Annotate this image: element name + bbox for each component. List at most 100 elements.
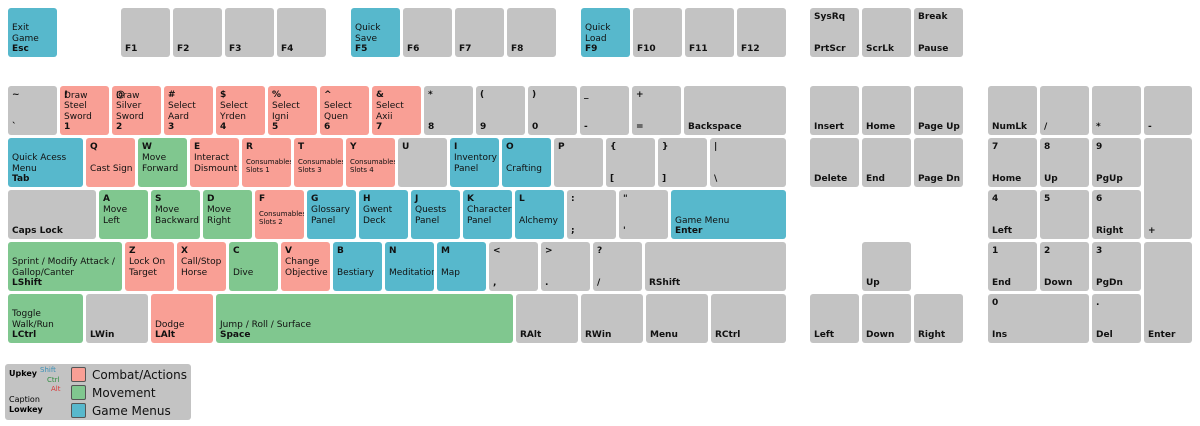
key-b[interactable]: B Bestiary bbox=[333, 242, 382, 291]
key-f8[interactable]: F8 bbox=[507, 8, 556, 57]
key-num-7[interactable]: 7 Home bbox=[988, 138, 1037, 187]
key-comma[interactable]: <, bbox=[489, 242, 538, 291]
key-c[interactable]: C Dive bbox=[229, 242, 278, 291]
key-6[interactable]: ^ Select Quen 6 bbox=[320, 86, 369, 135]
key-f1[interactable]: F1 bbox=[121, 8, 170, 57]
key-delete[interactable]: Delete bbox=[810, 138, 859, 187]
key-enter[interactable]: Game Menu Enter bbox=[671, 190, 786, 239]
key-esc[interactable]: Exit Game Esc bbox=[8, 8, 57, 57]
key-rctrl[interactable]: RCtrl bbox=[711, 294, 786, 343]
key-f[interactable]: F Consumables Slots 2 bbox=[255, 190, 304, 239]
key-3[interactable]: # Select Aard 3 bbox=[164, 86, 213, 135]
key-backtick[interactable]: ~ ` bbox=[8, 86, 57, 135]
key-backslash[interactable]: | \ bbox=[710, 138, 786, 187]
key-5[interactable]: % Select Igni 5 bbox=[268, 86, 317, 135]
key-z[interactable]: Z Lock On Target bbox=[125, 242, 174, 291]
key-backspace[interactable]: Backspace bbox=[684, 86, 786, 135]
key-t[interactable]: T Consumables Slots 3 bbox=[294, 138, 343, 187]
key-g[interactable]: G Glossary Panel bbox=[307, 190, 356, 239]
key-f2[interactable]: F2 bbox=[173, 8, 222, 57]
key-num-8[interactable]: 8 Up bbox=[1040, 138, 1089, 187]
key-pause[interactable]: Break Pause bbox=[914, 8, 963, 57]
key-scrlk[interactable]: ScrLk bbox=[862, 8, 911, 57]
key-p[interactable]: P bbox=[554, 138, 603, 187]
key-4[interactable]: $ Select Yrden 4 bbox=[216, 86, 265, 135]
key-right[interactable]: Right bbox=[914, 294, 963, 343]
key-num-5[interactable]: 5 bbox=[1040, 190, 1089, 239]
key-f10[interactable]: F10 bbox=[633, 8, 682, 57]
key-1[interactable]: ! Draw Steel Sword 1 bbox=[60, 86, 109, 135]
key-d[interactable]: D Move Right bbox=[203, 190, 252, 239]
key-home[interactable]: Home bbox=[862, 86, 911, 135]
key-8[interactable]: * 8 bbox=[424, 86, 473, 135]
key-down[interactable]: Down bbox=[862, 294, 911, 343]
key-f3[interactable]: F3 bbox=[225, 8, 274, 57]
key-a[interactable]: A Move Left bbox=[99, 190, 148, 239]
key-lwin[interactable]: LWin bbox=[86, 294, 148, 343]
key-num-multiply[interactable]: * bbox=[1092, 86, 1141, 135]
key-lctrl[interactable]: Toggle Walk/Run LCtrl bbox=[8, 294, 83, 343]
key-quote[interactable]: " ' bbox=[619, 190, 668, 239]
key-rshift[interactable]: RShift bbox=[645, 242, 786, 291]
key-f9[interactable]: Quick Load F9 bbox=[581, 8, 630, 57]
key-r[interactable]: R Consumables Slots 1 bbox=[242, 138, 291, 187]
key-lbracket[interactable]: {[ bbox=[606, 138, 655, 187]
key-insert[interactable]: Insert bbox=[810, 86, 859, 135]
key-f4[interactable]: F4 bbox=[277, 8, 326, 57]
key-slash[interactable]: ? / bbox=[593, 242, 642, 291]
key-ralt[interactable]: RAlt bbox=[516, 294, 578, 343]
key-h[interactable]: H Gwent Deck bbox=[359, 190, 408, 239]
key-f12[interactable]: F12 bbox=[737, 8, 786, 57]
key-rwin[interactable]: RWin bbox=[581, 294, 643, 343]
key-num-plus[interactable]: + bbox=[1144, 138, 1192, 239]
key-w[interactable]: W Move Forward bbox=[138, 138, 187, 187]
key-7[interactable]: & Select Axii 7 bbox=[372, 86, 421, 135]
key-menu[interactable]: Menu bbox=[646, 294, 708, 343]
key-e[interactable]: E Interact Dismount bbox=[190, 138, 239, 187]
key-semicolon[interactable]: :; bbox=[567, 190, 616, 239]
key-num-9[interactable]: 9 PgUp bbox=[1092, 138, 1141, 187]
key-num-enter[interactable]: Enter bbox=[1144, 242, 1192, 343]
key-end[interactable]: End bbox=[862, 138, 911, 187]
key-x[interactable]: X Call/Stop Horse bbox=[177, 242, 226, 291]
key-f11[interactable]: F11 bbox=[685, 8, 734, 57]
key-numlock[interactable]: NumLk bbox=[988, 86, 1037, 135]
key-num-3[interactable]: 3 PgDn bbox=[1092, 242, 1141, 291]
key-period[interactable]: >. bbox=[541, 242, 590, 291]
key-y[interactable]: Y Consumables Slots 4 bbox=[346, 138, 395, 187]
key-l[interactable]: L Alchemy bbox=[515, 190, 564, 239]
key-num-1[interactable]: 1 End bbox=[988, 242, 1037, 291]
key-2[interactable]: @ Draw Silver Sword 2 bbox=[112, 86, 161, 135]
key-num-decimal[interactable]: . Del bbox=[1092, 294, 1141, 343]
key-q[interactable]: Q Cast Sign bbox=[86, 138, 135, 187]
key-num-divide[interactable]: / bbox=[1040, 86, 1089, 135]
key-i[interactable]: I Inventory Panel bbox=[450, 138, 499, 187]
key-k[interactable]: K Character Panel bbox=[463, 190, 512, 239]
key-f6[interactable]: F6 bbox=[403, 8, 452, 57]
key-pageup[interactable]: Page Up bbox=[914, 86, 963, 135]
key-o[interactable]: O Crafting bbox=[502, 138, 551, 187]
key-minus[interactable]: _ - bbox=[580, 86, 629, 135]
key-u[interactable]: U bbox=[398, 138, 447, 187]
key-equals[interactable]: + = bbox=[632, 86, 681, 135]
key-prtscr[interactable]: SysRq PrtScr bbox=[810, 8, 859, 57]
key-num-0[interactable]: 0 Ins bbox=[988, 294, 1089, 343]
key-lshift[interactable]: Sprint / Modify Attack / Gallop/Canter LS… bbox=[8, 242, 122, 291]
key-capslock[interactable]: Caps Lock bbox=[8, 190, 96, 239]
key-f7[interactable]: F7 bbox=[455, 8, 504, 57]
key-f5[interactable]: Quick Save F5 bbox=[351, 8, 400, 57]
key-lalt[interactable]: Dodge LAlt bbox=[151, 294, 213, 343]
key-num-4[interactable]: 4 Left bbox=[988, 190, 1037, 239]
key-rbracket[interactable]: }] bbox=[658, 138, 707, 187]
key-pagedn[interactable]: Page Dn bbox=[914, 138, 963, 187]
key-0[interactable]: ) 0 bbox=[528, 86, 577, 135]
key-s[interactable]: S Move Backward bbox=[151, 190, 200, 239]
key-left[interactable]: Left bbox=[810, 294, 859, 343]
key-num-2[interactable]: 2 Down bbox=[1040, 242, 1089, 291]
key-m[interactable]: M Map bbox=[437, 242, 486, 291]
key-space[interactable]: Jump / Roll / Surface Space bbox=[216, 294, 513, 343]
key-j[interactable]: J Quests Panel bbox=[411, 190, 460, 239]
key-tab[interactable]: Quick Acess Menu Tab bbox=[8, 138, 83, 187]
key-num-minus[interactable]: - bbox=[1144, 86, 1192, 135]
key-n[interactable]: N Meditation bbox=[385, 242, 434, 291]
